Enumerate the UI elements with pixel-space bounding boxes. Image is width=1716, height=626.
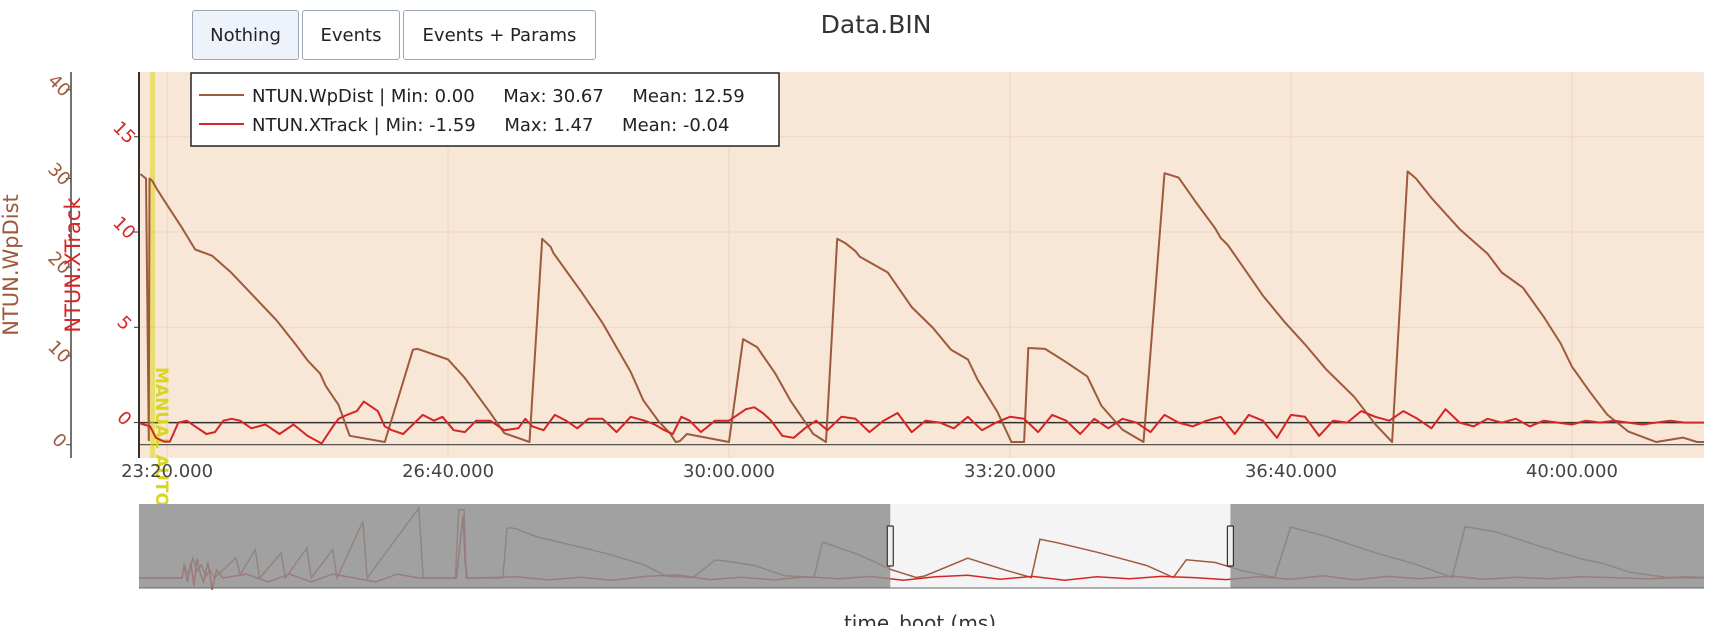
x-tick-label: 30:00.000 bbox=[683, 461, 775, 482]
x-axis-label: time_boot (ms) bbox=[844, 611, 996, 626]
xtrack-line bbox=[140, 400, 1704, 445]
range-mask-right bbox=[1230, 504, 1704, 588]
series-lines bbox=[139, 170, 1704, 445]
wpdist-line bbox=[139, 170, 1704, 443]
legend-mode-toolbar: Nothing Events Events + Params bbox=[192, 10, 596, 60]
chart-title: Data.BIN bbox=[821, 10, 932, 39]
legend: NTUN.WpDist | Min: 0.00 Max: 30.67 Mean:… bbox=[190, 72, 780, 147]
wpdist-tick-label: 10 bbox=[43, 337, 74, 368]
flight-mode-marker: MANUAL AUTO bbox=[150, 72, 171, 507]
range-handle-right[interactable] bbox=[1226, 525, 1235, 567]
mode-annotation: MANUAL AUTO bbox=[151, 367, 171, 507]
x-tick-label: 40:00.000 bbox=[1526, 461, 1618, 482]
x-axis-ticks: 23:20.000 26:40.000 30:00.000 33:20.000 36:4… bbox=[121, 461, 1618, 482]
legend-entry-wpdist: NTUN.WpDist | Min: 0.00 Max: 30.67 Mean:… bbox=[252, 86, 745, 107]
xtrack-axis-label: NTUN.XTrack bbox=[61, 197, 85, 333]
nothing-button[interactable]: Nothing bbox=[192, 10, 299, 60]
range-handle-left[interactable] bbox=[886, 525, 894, 567]
x-tick-label: 36:40.000 bbox=[1245, 461, 1337, 482]
x-tick-label: 23:20.000 bbox=[121, 461, 213, 482]
xtrack-tick-label: 10 bbox=[108, 213, 139, 244]
events-button[interactable]: Events bbox=[302, 10, 400, 60]
xtrack-tick-label: 5 bbox=[112, 312, 135, 335]
x-tick-label: 26:40.000 bbox=[402, 461, 494, 482]
events-params-button[interactable]: Events + Params bbox=[403, 10, 596, 60]
xtrack-tick-label: 15 bbox=[108, 117, 139, 148]
xtrack-tick-label: 0 bbox=[112, 407, 135, 430]
wpdist-tick-label: 30 bbox=[43, 159, 74, 190]
range-slider[interactable] bbox=[139, 504, 1705, 590]
wpdist-tick-label: 0 bbox=[47, 429, 70, 452]
xtrack-axis-ticks: 0 5 10 15 bbox=[108, 117, 139, 430]
range-mask-left bbox=[139, 504, 891, 588]
wpdist-tick-label: 40 bbox=[43, 70, 74, 101]
x-tick-label: 33:20.000 bbox=[964, 461, 1056, 482]
wpdist-axis-label: NTUN.WpDist bbox=[0, 194, 23, 336]
legend-entry-xtrack: NTUN.XTrack | Min: -1.59 Max: 1.47 Mean:… bbox=[252, 115, 729, 136]
